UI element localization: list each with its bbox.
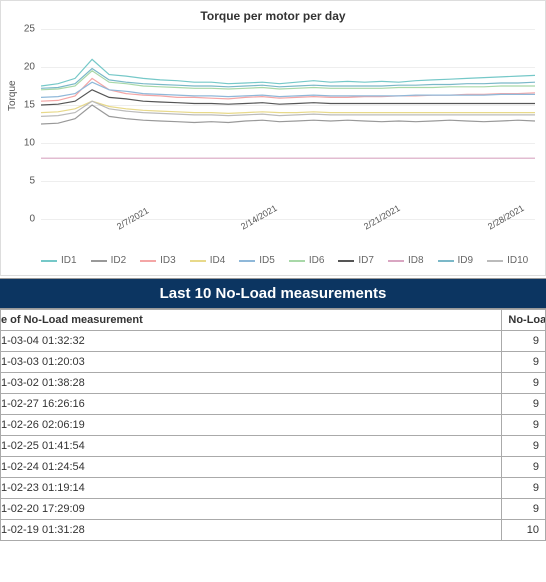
y-tick: 10 — [13, 138, 35, 149]
table-row[interactable]: 1-03-04 01:32:329 — [1, 331, 546, 352]
cell-val: 10 — [502, 520, 546, 541]
cell-val: 9 — [502, 331, 546, 352]
legend-label: ID4 — [210, 255, 226, 266]
y-tick: 5 — [13, 176, 35, 187]
y-tick: 20 — [13, 62, 35, 73]
table-row[interactable]: 1-02-23 01:19:149 — [1, 478, 546, 499]
torque-chart-panel: Torque per motor per day Torque 05101520… — [0, 0, 546, 276]
legend-label: ID10 — [507, 255, 528, 266]
legend-label: ID3 — [160, 255, 176, 266]
table-row[interactable]: 1-02-19 01:31:2810 — [1, 520, 546, 541]
table-row[interactable]: 1-02-27 16:26:169 — [1, 394, 546, 415]
legend-label: ID8 — [408, 255, 424, 266]
legend-swatch — [338, 260, 354, 262]
table-row[interactable]: 1-03-02 01:38:289 — [1, 373, 546, 394]
legend-swatch — [239, 260, 255, 262]
legend-swatch — [438, 260, 454, 262]
cell-ts: 1-03-04 01:32:32 — [1, 331, 502, 352]
legend-swatch — [190, 260, 206, 262]
chart-legend: ID1 ID2 ID3 ID4 ID5 ID6 ID7 ID8 ID9 ID10 — [1, 249, 545, 274]
legend-swatch — [41, 260, 57, 262]
cell-ts: 1-02-24 01:24:54 — [1, 457, 502, 478]
table-row[interactable]: 1-02-26 02:06:199 — [1, 415, 546, 436]
cell-val: 9 — [502, 436, 546, 457]
legend-item-ID10[interactable]: ID10 — [487, 255, 528, 266]
legend-label: ID9 — [458, 255, 474, 266]
legend-label: ID1 — [61, 255, 77, 266]
x-axis-ticks: 2/7/20212/14/20212/21/20212/28/2021 — [41, 219, 535, 249]
noload-table: e of No-Load measurementNo-Load value 1-… — [0, 309, 546, 541]
legend-item-ID2[interactable]: ID2 — [91, 255, 127, 266]
legend-item-ID1[interactable]: ID1 — [41, 255, 77, 266]
cell-ts: 1-02-19 01:31:28 — [1, 520, 502, 541]
chart-plot-area[interactable]: 0510152025 — [41, 29, 535, 219]
legend-item-ID8[interactable]: ID8 — [388, 255, 424, 266]
legend-swatch — [388, 260, 404, 262]
table-body: 1-03-04 01:32:3291-03-03 01:20:0391-03-0… — [1, 331, 546, 541]
cell-ts: 1-02-25 01:41:54 — [1, 436, 502, 457]
chart-title: Torque per motor per day — [1, 9, 545, 23]
legend-item-ID3[interactable]: ID3 — [140, 255, 176, 266]
y-tick: 0 — [13, 214, 35, 225]
legend-swatch — [91, 260, 107, 262]
cell-val: 9 — [502, 373, 546, 394]
cell-ts: 1-02-23 01:19:14 — [1, 478, 502, 499]
legend-swatch — [140, 260, 156, 262]
y-tick: 25 — [13, 24, 35, 35]
cell-ts: 1-03-02 01:38:28 — [1, 373, 502, 394]
table-title: Last 10 No-Load measurements — [0, 278, 546, 309]
cell-ts: 1-03-03 01:20:03 — [1, 352, 502, 373]
col-header-val[interactable]: No-Load value — [502, 310, 546, 331]
legend-label: ID6 — [309, 255, 325, 266]
table-row[interactable]: 1-02-20 17:29:099 — [1, 499, 546, 520]
legend-item-ID9[interactable]: ID9 — [438, 255, 474, 266]
legend-item-ID5[interactable]: ID5 — [239, 255, 275, 266]
cell-val: 9 — [502, 478, 546, 499]
cell-val: 9 — [502, 352, 546, 373]
legend-swatch — [289, 260, 305, 262]
cell-val: 9 — [502, 499, 546, 520]
legend-label: ID7 — [358, 255, 374, 266]
cell-val: 9 — [502, 457, 546, 478]
table-header-row: e of No-Load measurementNo-Load value — [1, 310, 546, 331]
table-row[interactable]: 1-02-25 01:41:549 — [1, 436, 546, 457]
cell-ts: 1-02-26 02:06:19 — [1, 415, 502, 436]
legend-label: ID5 — [259, 255, 275, 266]
cell-ts: 1-02-20 17:29:09 — [1, 499, 502, 520]
legend-item-ID6[interactable]: ID6 — [289, 255, 325, 266]
legend-label: ID2 — [111, 255, 127, 266]
line-chart-svg — [41, 29, 535, 219]
series-ID1[interactable] — [41, 59, 535, 86]
legend-item-ID7[interactable]: ID7 — [338, 255, 374, 266]
table-row[interactable]: 1-02-24 01:24:549 — [1, 457, 546, 478]
y-tick: 15 — [13, 100, 35, 111]
noload-table-panel: Last 10 No-Load measurements e of No-Loa… — [0, 278, 546, 541]
cell-val: 9 — [502, 415, 546, 436]
cell-val: 9 — [502, 394, 546, 415]
cell-ts: 1-02-27 16:26:16 — [1, 394, 502, 415]
col-header-ts[interactable]: e of No-Load measurement — [1, 310, 502, 331]
legend-item-ID4[interactable]: ID4 — [190, 255, 226, 266]
table-row[interactable]: 1-03-03 01:20:039 — [1, 352, 546, 373]
legend-swatch — [487, 260, 503, 262]
